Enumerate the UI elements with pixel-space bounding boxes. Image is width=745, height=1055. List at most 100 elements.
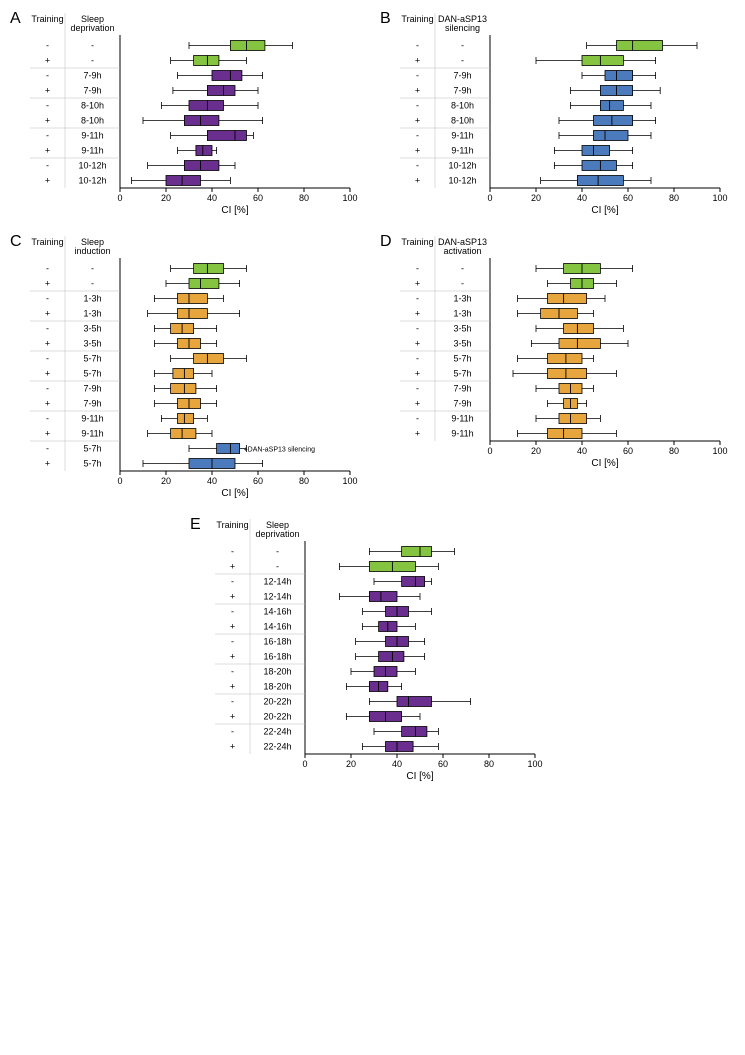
box xyxy=(564,324,594,334)
x-tick-label: 80 xyxy=(669,446,679,456)
row-training-label: + xyxy=(415,369,420,379)
row-condition-label: 7-9h xyxy=(453,384,471,394)
x-tick-label: 0 xyxy=(117,476,122,486)
box xyxy=(548,429,583,439)
row-condition-label: 7-9h xyxy=(83,384,101,394)
row-condition-label: 22-24h xyxy=(263,742,291,752)
x-tick-label: 100 xyxy=(342,193,357,203)
row-condition-label: 1-3h xyxy=(83,294,101,304)
x-tick-label: 60 xyxy=(438,759,448,769)
box xyxy=(184,161,219,171)
row-condition-label: 5-7h xyxy=(453,354,471,364)
panel-label-A: A xyxy=(10,10,21,28)
box xyxy=(582,161,617,171)
box xyxy=(189,279,219,289)
x-tick-label: 20 xyxy=(161,193,171,203)
row-condition-label: 9-11h xyxy=(81,414,103,424)
boxplot-chart: TrainingSleepinduction--+--1-3h+1-3h-3-5… xyxy=(10,233,370,501)
row-condition-label: 5-7h xyxy=(83,459,101,469)
x-tick-label: 100 xyxy=(712,446,727,456)
row-condition-label: 14-16h xyxy=(263,622,291,632)
col1-header: Training xyxy=(216,520,248,530)
row-condition-label: 9-11h xyxy=(451,414,473,424)
x-tick-label: 80 xyxy=(669,193,679,203)
panel-label-D: D xyxy=(380,233,392,251)
panel-D-svg-holder: TrainingDAN-aSP13activation--+--1-3h+1-3… xyxy=(380,233,740,471)
x-axis-title: CI [%] xyxy=(591,205,618,216)
box xyxy=(397,697,432,707)
row-training-label: + xyxy=(415,339,420,349)
box xyxy=(184,116,219,126)
box xyxy=(207,86,235,96)
x-tick-label: 60 xyxy=(253,193,263,203)
row-condition-label: 12-14h xyxy=(263,577,291,587)
row-condition-label: - xyxy=(91,279,94,289)
x-axis-title: CI [%] xyxy=(406,771,433,782)
boxplot-chart: TrainingDAN-aSP13activation--+--1-3h+1-3… xyxy=(380,233,740,471)
panel-label-C: C xyxy=(10,233,22,251)
row-training-label: - xyxy=(46,324,49,334)
box xyxy=(386,742,414,752)
row-training-label: - xyxy=(46,161,49,171)
row-training-label: - xyxy=(231,697,234,707)
box xyxy=(600,101,623,111)
box xyxy=(166,176,201,186)
box xyxy=(173,369,194,379)
x-tick-label: 60 xyxy=(623,193,633,203)
row-training-label: - xyxy=(46,384,49,394)
panel-label-E: E xyxy=(190,516,201,534)
box xyxy=(189,101,224,111)
x-tick-label: 100 xyxy=(712,193,727,203)
row-training-label: + xyxy=(45,116,50,126)
col2-header: deprivation xyxy=(70,23,114,33)
row-training-label: - xyxy=(46,294,49,304)
row-training-label: + xyxy=(45,309,50,319)
row-training-label: + xyxy=(415,309,420,319)
row-training-label: + xyxy=(45,56,50,66)
box xyxy=(582,146,610,156)
row-condition-label: 20-22h xyxy=(263,712,291,722)
panel-label-B: B xyxy=(380,10,391,28)
row-training-label: + xyxy=(45,459,50,469)
row-training-label: + xyxy=(415,399,420,409)
x-tick-label: 0 xyxy=(117,193,122,203)
x-axis-title: CI [%] xyxy=(591,458,618,469)
row-condition-label: 8-10h xyxy=(451,101,474,111)
row-condition-label: 7-9h xyxy=(453,86,471,96)
panel-B-svg-holder: TrainingDAN-aSP13silencing--+--7-9h+7-9h… xyxy=(380,10,740,218)
row-training-label: - xyxy=(46,101,49,111)
row-training-label: - xyxy=(416,131,419,141)
row-training-label: + xyxy=(45,146,50,156)
row-training-label: - xyxy=(416,324,419,334)
box xyxy=(559,414,587,424)
row-condition-label: 10-12h xyxy=(448,176,476,186)
row-condition-label: 3-5h xyxy=(83,324,101,334)
row-training-label: + xyxy=(415,146,420,156)
row-training-label: - xyxy=(416,354,419,364)
row-training-label: + xyxy=(230,742,235,752)
row-condition-label: 14-16h xyxy=(263,607,291,617)
col1-header: Training xyxy=(401,14,433,24)
row-training-label: + xyxy=(230,652,235,662)
row-condition-label: - xyxy=(461,56,464,66)
row-training-label: + xyxy=(45,176,50,186)
row-condition-label: 1-3h xyxy=(83,309,101,319)
row-condition-label: 12-14h xyxy=(263,592,291,602)
row-training-label: - xyxy=(46,354,49,364)
x-tick-label: 100 xyxy=(342,476,357,486)
row-training-label: + xyxy=(230,682,235,692)
box xyxy=(171,384,196,394)
row-training-label: - xyxy=(231,727,234,737)
box xyxy=(548,354,583,364)
row-training-label: - xyxy=(416,71,419,81)
row-training-label: + xyxy=(415,429,420,439)
col2-header: deprivation xyxy=(255,529,299,539)
box xyxy=(559,339,600,349)
row-training-label: - xyxy=(416,384,419,394)
boxplot-chart: TrainingSleepdeprivation--+--12-14h+12-1… xyxy=(195,516,555,784)
row-training-label: - xyxy=(46,71,49,81)
row-training-label: + xyxy=(230,562,235,572)
box xyxy=(379,652,404,662)
box xyxy=(178,414,194,424)
col2-header: activation xyxy=(443,246,481,256)
